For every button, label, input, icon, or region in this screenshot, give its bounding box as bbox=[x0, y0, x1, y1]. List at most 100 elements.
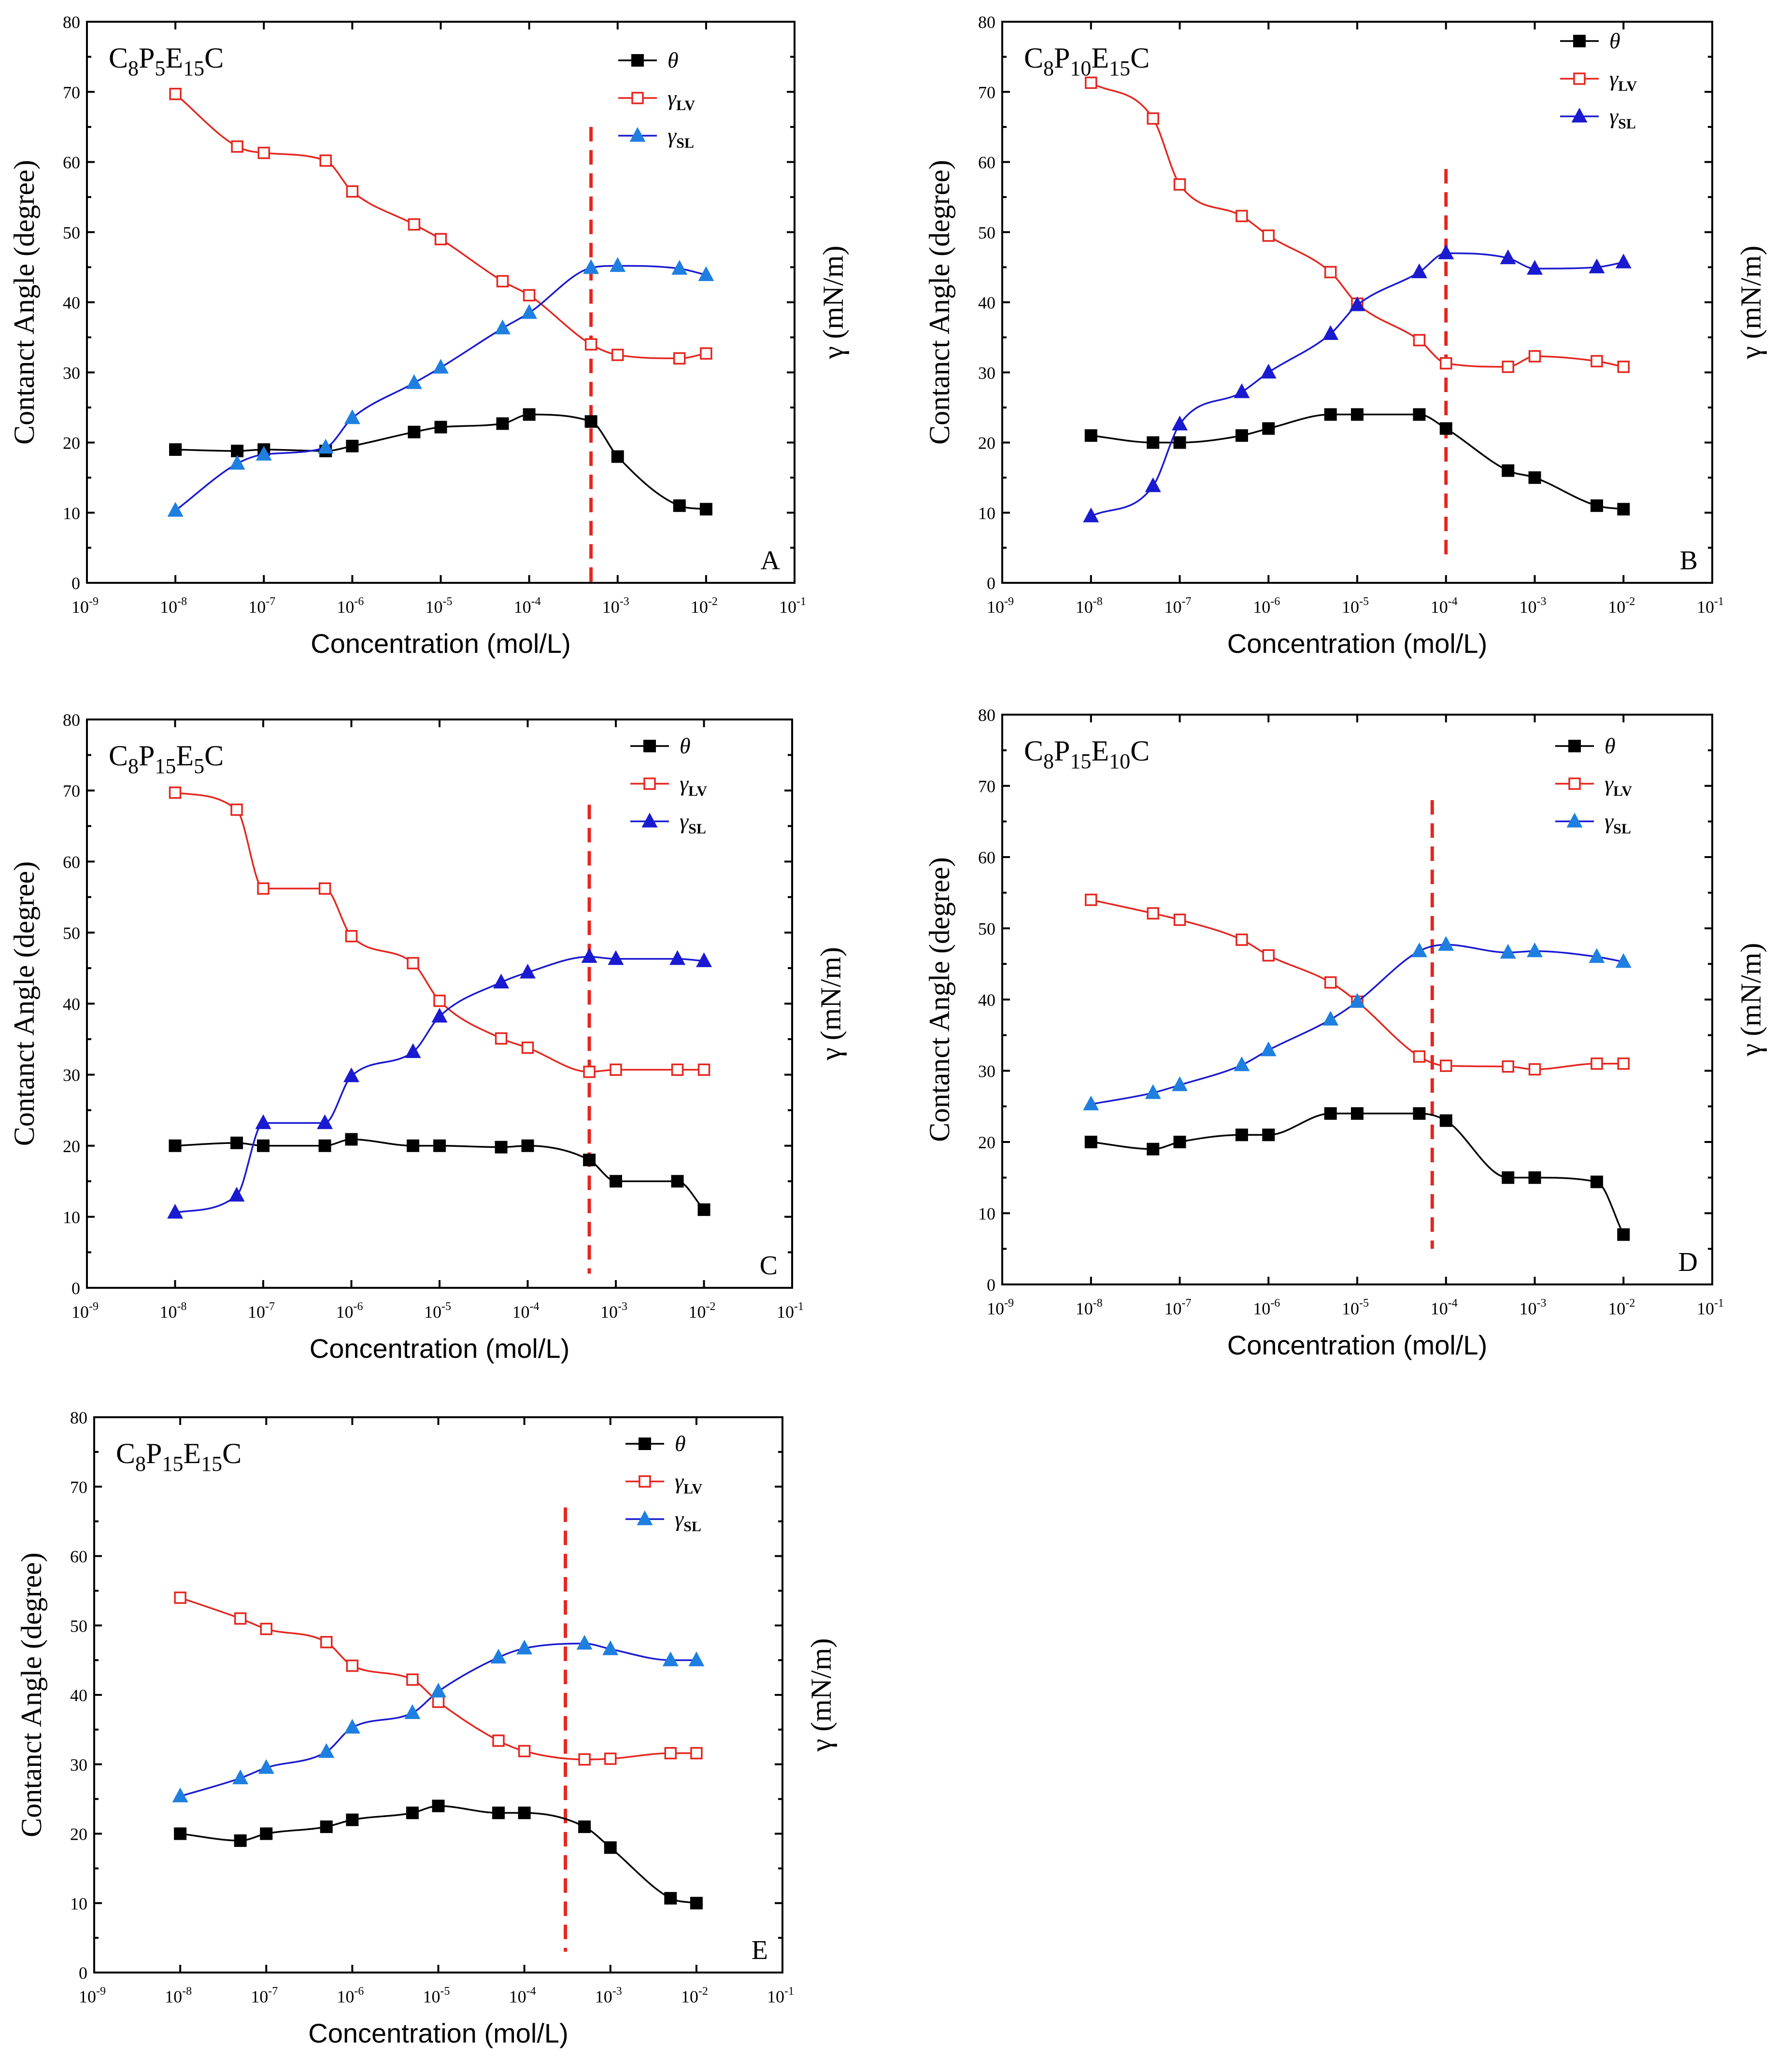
y-axis-label-left: Contanct Angle (degree) bbox=[15, 1552, 47, 1837]
x-tick-label: 10-5 bbox=[1342, 1297, 1369, 1318]
data-point-sl bbox=[430, 1682, 446, 1698]
data-point-lv bbox=[1262, 229, 1275, 242]
x-tick-label: 10-8 bbox=[1076, 595, 1103, 617]
data-point-lv bbox=[673, 352, 686, 365]
chart-panel-a: 0 10 20 30 40 50 60 70 80 10-9 10-8 10-7 10-6 10-5 10-… bbox=[8, 13, 849, 659]
legend-label-sl: γSL bbox=[675, 1507, 701, 1535]
data-point-theta bbox=[496, 417, 509, 430]
data-point-sl bbox=[433, 359, 449, 374]
x-tick-label: 10-3 bbox=[1520, 1297, 1547, 1318]
data-point-sl bbox=[1527, 942, 1543, 958]
y-tick-label: 70 bbox=[63, 83, 80, 102]
data-point-theta bbox=[1502, 1171, 1515, 1184]
y-tick-label: 20 bbox=[70, 1825, 87, 1844]
data-point-theta bbox=[1147, 436, 1160, 449]
data-point-sl bbox=[1500, 944, 1516, 959]
x-tick-label: 10-6 bbox=[336, 1300, 363, 1322]
data-point-lv bbox=[1591, 1057, 1603, 1070]
data-point-theta bbox=[1324, 408, 1337, 421]
data-point-sl bbox=[1589, 948, 1605, 963]
data-point-lv bbox=[584, 338, 597, 351]
x-tick-label: 10-9 bbox=[987, 595, 1014, 617]
data-point-theta bbox=[408, 425, 421, 438]
x-tick-label: 10-3 bbox=[595, 1985, 622, 2006]
chart-panel-e: 0 10 20 30 40 50 60 70 80 10-9 10-8 10-7 10-6 10-5 10-… bbox=[15, 1408, 837, 2048]
y-tick-label: 0 bbox=[987, 574, 995, 593]
data-point-lv bbox=[346, 185, 359, 198]
y-axis-label-left: Contanct Angle (degree) bbox=[924, 857, 955, 1142]
data-point-lv bbox=[578, 1753, 591, 1766]
compound-label: C8P15E5C bbox=[109, 740, 224, 778]
data-point-theta bbox=[260, 1827, 273, 1840]
y-tick-label: 30 bbox=[63, 1066, 80, 1085]
x-tick-label: 10-6 bbox=[1253, 1297, 1280, 1318]
legend: θ γLV γSL bbox=[1555, 733, 1632, 837]
data-point-lv bbox=[406, 1673, 419, 1686]
data-point-sl bbox=[490, 1649, 507, 1663]
data-point-theta bbox=[257, 1139, 270, 1152]
data-point-sl bbox=[1145, 1084, 1161, 1099]
data-point-theta bbox=[690, 1897, 703, 1910]
y-tick-label: 10 bbox=[63, 1208, 80, 1227]
data-point-sl bbox=[431, 1007, 448, 1023]
data-point-sl bbox=[344, 409, 360, 424]
legend-label-theta: θ bbox=[675, 1431, 686, 1456]
data-point-sl bbox=[343, 1067, 359, 1083]
data-point-lv bbox=[1502, 360, 1514, 373]
data-point-sl bbox=[698, 266, 714, 281]
chart-panel-b: 0 10 20 30 40 50 60 70 80 10-9 10-8 10-7 10-6 10-5 10-… bbox=[924, 13, 1767, 659]
x-tick-label: 10-3 bbox=[602, 595, 629, 617]
data-point-theta bbox=[1413, 1107, 1426, 1120]
legend-marker-lv bbox=[643, 777, 656, 790]
y-tick-label: 60 bbox=[63, 153, 80, 172]
data-point-sl bbox=[172, 1787, 188, 1803]
data-point-theta bbox=[1084, 429, 1097, 442]
legend-label-sl: γSL bbox=[668, 123, 694, 151]
data-point-sl bbox=[1349, 296, 1365, 311]
data-point-theta bbox=[699, 503, 712, 516]
series-line-lv bbox=[175, 791, 704, 1073]
data-point-lv bbox=[169, 87, 182, 100]
legend: θ γLV γSL bbox=[625, 1431, 702, 1535]
x-tick-label: 10-3 bbox=[1520, 595, 1547, 617]
series-line-sl bbox=[180, 1642, 696, 1797]
data-point-theta bbox=[664, 1892, 677, 1905]
data-point-sl bbox=[583, 259, 599, 274]
data-point-theta bbox=[495, 1141, 508, 1154]
legend: θ γLV γSL bbox=[630, 733, 707, 837]
data-point-theta bbox=[230, 1136, 243, 1149]
panel-letter: A bbox=[761, 546, 781, 576]
data-point-theta bbox=[346, 439, 359, 452]
chart-panel-d: 0 10 20 30 40 50 60 70 80 10-9 10-8 10-7 10-6 10-5 10-… bbox=[924, 705, 1767, 1360]
data-point-sl bbox=[232, 1769, 249, 1785]
data-point-lv bbox=[1591, 355, 1603, 367]
data-point-theta bbox=[1173, 436, 1186, 449]
series-line-sl bbox=[1090, 252, 1624, 517]
data-point-lv bbox=[234, 1612, 247, 1625]
y-tick-label: 20 bbox=[63, 1137, 80, 1156]
legend-label-lv: γLV bbox=[680, 771, 707, 799]
y-tick-label: 50 bbox=[63, 223, 80, 242]
legend-marker-theta bbox=[643, 740, 656, 752]
compound-label: C8P5E15C bbox=[109, 42, 224, 80]
compound-label: C8P15E15C bbox=[116, 1438, 242, 1476]
y-tick-label: 50 bbox=[978, 223, 995, 242]
data-point-sl bbox=[610, 257, 626, 272]
y-tick-label: 80 bbox=[70, 1408, 87, 1427]
chart-panel-c: 0 10 20 30 40 50 60 70 80 10-9 10-8 10-7 10-6 10-5 10-… bbox=[8, 710, 847, 1364]
y-tick-label: 40 bbox=[63, 293, 80, 312]
y-tick-label: 10 bbox=[978, 1204, 995, 1224]
legend-label-lv: γLV bbox=[1605, 771, 1632, 799]
series-line-theta bbox=[1091, 413, 1624, 510]
data-point-lv bbox=[231, 140, 243, 153]
data-point-theta bbox=[1262, 1128, 1275, 1142]
y-tick-label: 30 bbox=[978, 1062, 995, 1081]
data-point-theta bbox=[1173, 1136, 1186, 1148]
y-axis-label-left: Contanct Angle (degree) bbox=[8, 160, 40, 445]
y-tick-label: 80 bbox=[63, 710, 80, 730]
data-point-sl bbox=[317, 438, 334, 454]
data-point-sl bbox=[1438, 244, 1454, 259]
legend-marker-lv bbox=[1573, 72, 1586, 85]
legend-marker-lv bbox=[631, 92, 644, 104]
x-tick-label: 10-2 bbox=[1608, 1297, 1635, 1318]
